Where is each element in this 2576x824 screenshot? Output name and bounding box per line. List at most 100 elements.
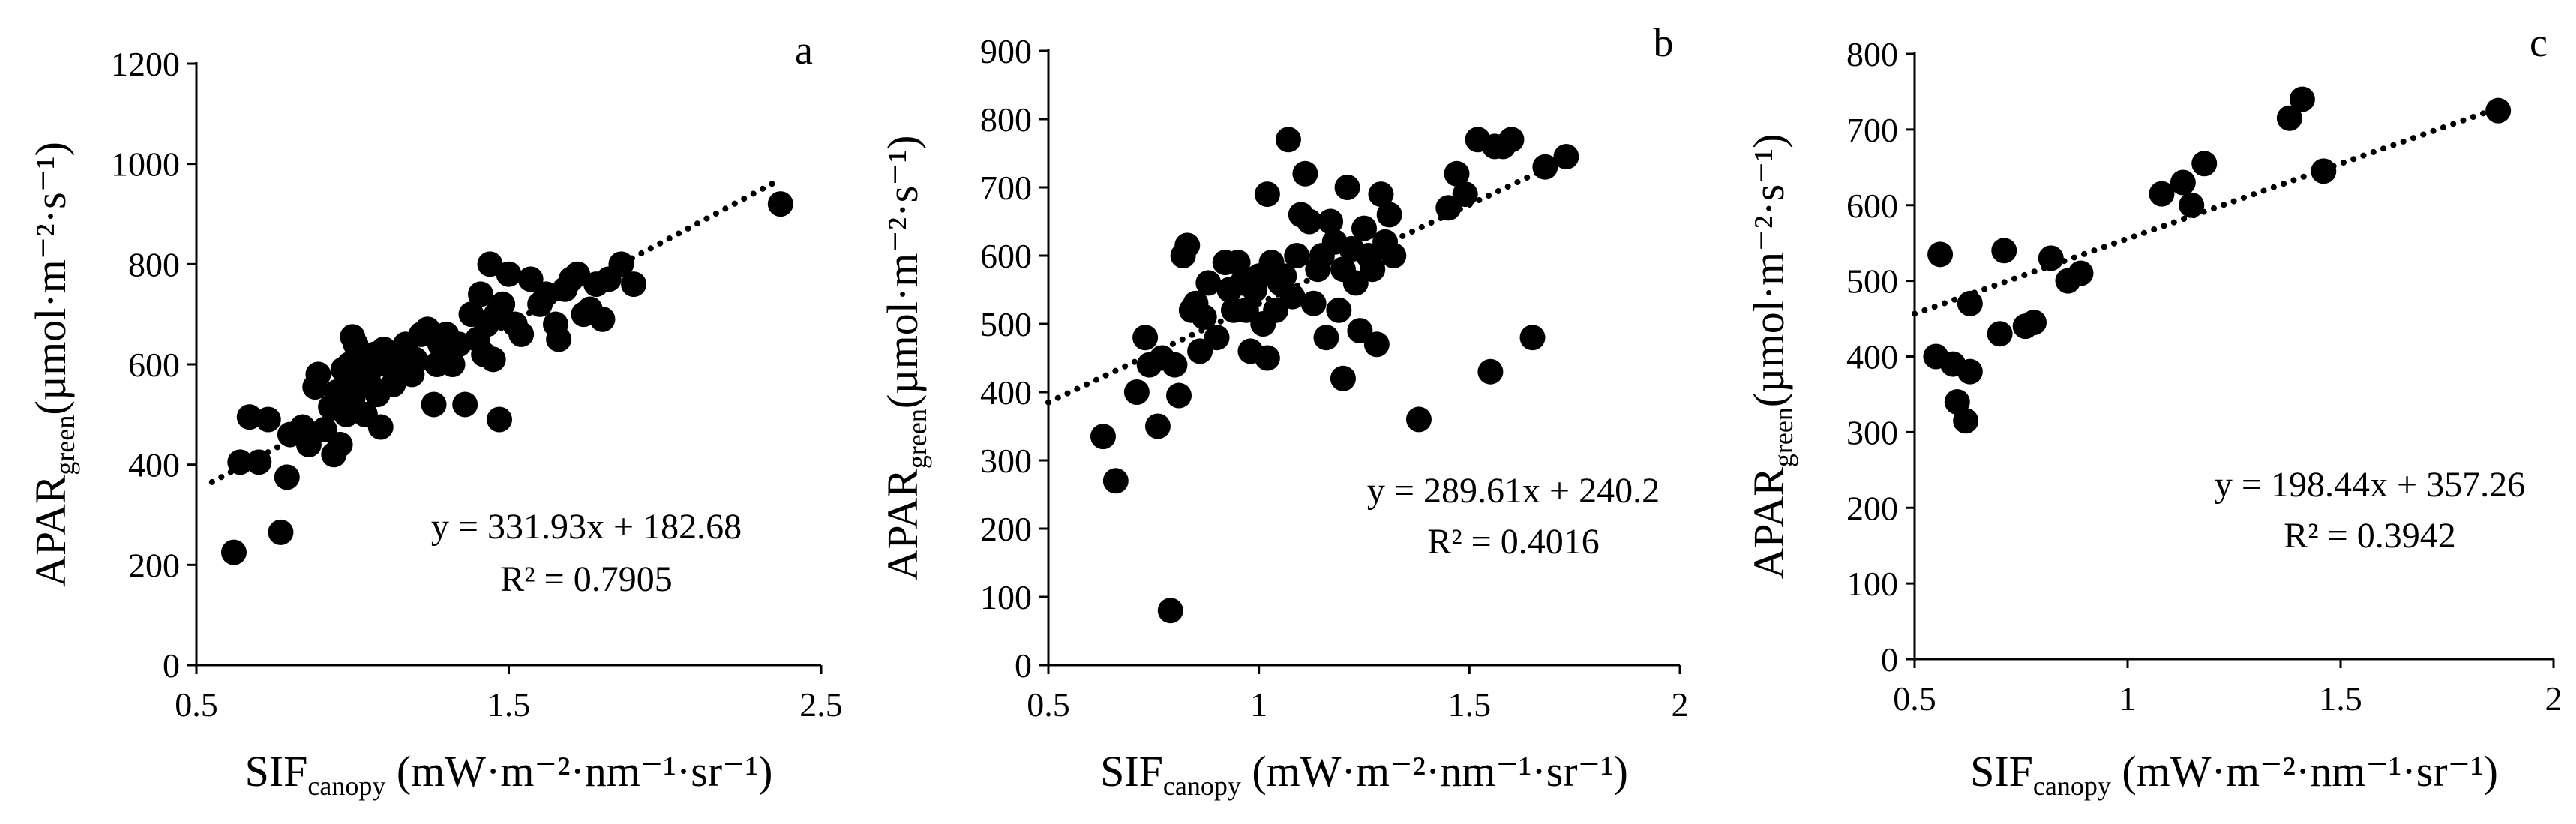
x-tick-label: 2: [1672, 685, 1689, 724]
data-point: [1381, 243, 1407, 268]
x-axis-title-subscript: canopy: [1163, 771, 1241, 801]
data-point: [380, 371, 406, 397]
data-point: [496, 261, 522, 287]
data-point: [589, 306, 616, 332]
data-point: [2485, 97, 2512, 124]
data-point: [1957, 290, 1983, 316]
data-point: [305, 361, 331, 388]
data-point: [2179, 192, 2205, 218]
x-tick-label: 0.5: [1027, 685, 1070, 724]
data-point: [1363, 331, 1390, 358]
data-point: [2170, 169, 2196, 196]
data-point: [227, 449, 253, 475]
r-squared-label: R² = 0.4016: [1427, 522, 1599, 562]
y-tick-label: 100: [1846, 565, 1898, 603]
data-point: [1292, 160, 1318, 187]
y-tick-label: 600: [980, 237, 1032, 275]
y-axis-title-unit: (µmol·m⁻²·s⁻¹): [26, 142, 75, 415]
data-point: [2021, 310, 2047, 336]
x-tick-label: 1.5: [2319, 679, 2362, 718]
y-tick-label: 100: [980, 578, 1032, 616]
panel-letter: c: [2530, 20, 2548, 65]
y-tick-label: 300: [1846, 413, 1898, 451]
y-axis-title: APARgreen(µmol·m⁻²·s⁻¹): [26, 142, 80, 587]
y-axis-title-unit: (µmol·m⁻²·s⁻¹): [878, 136, 927, 409]
data-point: [1132, 325, 1159, 351]
y-tick-label: 0: [1881, 640, 1898, 679]
data-point: [468, 281, 494, 307]
data-point: [1405, 406, 1432, 433]
r-squared-label: R² = 0.7905: [500, 559, 672, 599]
data-point: [367, 414, 394, 440]
data-point: [1326, 297, 1352, 323]
y-tick-label: 200: [980, 510, 1032, 548]
data-point: [1519, 325, 1546, 351]
data-point: [1313, 325, 1339, 351]
y-tick-label: 500: [1846, 262, 1898, 301]
y-tick-label: 900: [980, 32, 1032, 70]
regression-equation: y = 331.93x + 182.68: [431, 507, 742, 547]
data-point: [767, 191, 793, 217]
data-point: [490, 291, 516, 317]
panel-c: 0 100 200 300 400 500 600 700 800 0.5 1 1.5 2 y = 198…: [1744, 20, 2563, 801]
data-point: [2068, 260, 2094, 286]
data-point: [1927, 241, 1954, 268]
x-tick-label: 0.5: [175, 685, 218, 724]
data-point: [1297, 208, 1323, 235]
data-point: [246, 449, 272, 475]
trendline: [1045, 150, 1582, 406]
y-tick-label: 400: [980, 373, 1032, 412]
x-axis-title-unit: (mW·m⁻²·nm⁻¹·sr⁻¹): [1241, 747, 1628, 796]
data-point: [421, 391, 447, 418]
data-point: [236, 404, 262, 430]
y-tick-label: 700: [1846, 111, 1898, 149]
y-axis-title-subscript: green: [902, 409, 932, 469]
data-point: [621, 271, 647, 298]
x-axis-title: SIFcanopy (mW·m⁻²·nm⁻¹·sr⁻¹): [245, 747, 773, 801]
panel-b: 0 100 200 300 400 500 600 700 800 900 0.5 1 1.5 2 y = …: [878, 20, 1689, 801]
x-tick-label: 1: [2119, 679, 2137, 718]
data-point: [1254, 345, 1280, 371]
x-tick-label: 2: [2545, 679, 2563, 718]
y-tick-label: 0: [163, 646, 180, 685]
data-point: [1174, 232, 1201, 259]
data-point: [2191, 151, 2218, 177]
data-point: [1144, 413, 1171, 439]
data-point: [1166, 382, 1192, 409]
data-point: [1330, 365, 1356, 391]
data-point: [487, 406, 513, 433]
data-point: [1991, 238, 2017, 264]
y-axis-title-main: APAR: [878, 469, 927, 581]
data-point: [1498, 127, 1525, 153]
y-tick-label: 400: [1846, 338, 1898, 376]
data-point: [274, 464, 300, 490]
regression-equation: y = 289.61x + 240.2: [1367, 471, 1660, 511]
data-point: [1204, 325, 1230, 351]
y-axis-title-main: APAR: [26, 475, 75, 587]
data-point: [1225, 250, 1251, 276]
data-point: [1300, 290, 1327, 316]
y-tick-label: 200: [1846, 489, 1898, 527]
data-point: [1157, 598, 1183, 624]
data-point: [1090, 424, 1116, 450]
data-point: [1351, 215, 1377, 241]
data-point: [508, 321, 535, 347]
data-point: [480, 346, 506, 373]
x-axis-title-main: SIF: [245, 747, 308, 796]
y-axis-title-main: APAR: [1744, 467, 1793, 580]
x-axis-title-unit: (mW·m⁻²·nm⁻¹·sr⁻¹): [385, 747, 772, 796]
data-point: [1376, 202, 1402, 228]
y-tick-label: 200: [128, 546, 180, 584]
data-point: [1284, 243, 1310, 268]
data-point: [1123, 379, 1150, 405]
y-tick-label: 1000: [111, 145, 180, 184]
data-point: [1953, 408, 1979, 434]
y-tick-label: 300: [980, 442, 1032, 480]
data-point: [1271, 263, 1297, 289]
x-axis-title-main: SIF: [1970, 747, 2033, 796]
y-axis-title-subscript: green: [50, 415, 80, 475]
r-squared-label: R² = 0.3942: [2284, 516, 2455, 556]
x-tick-label: 1.5: [1448, 685, 1492, 724]
trendline: [208, 176, 784, 485]
data-point: [546, 326, 572, 352]
